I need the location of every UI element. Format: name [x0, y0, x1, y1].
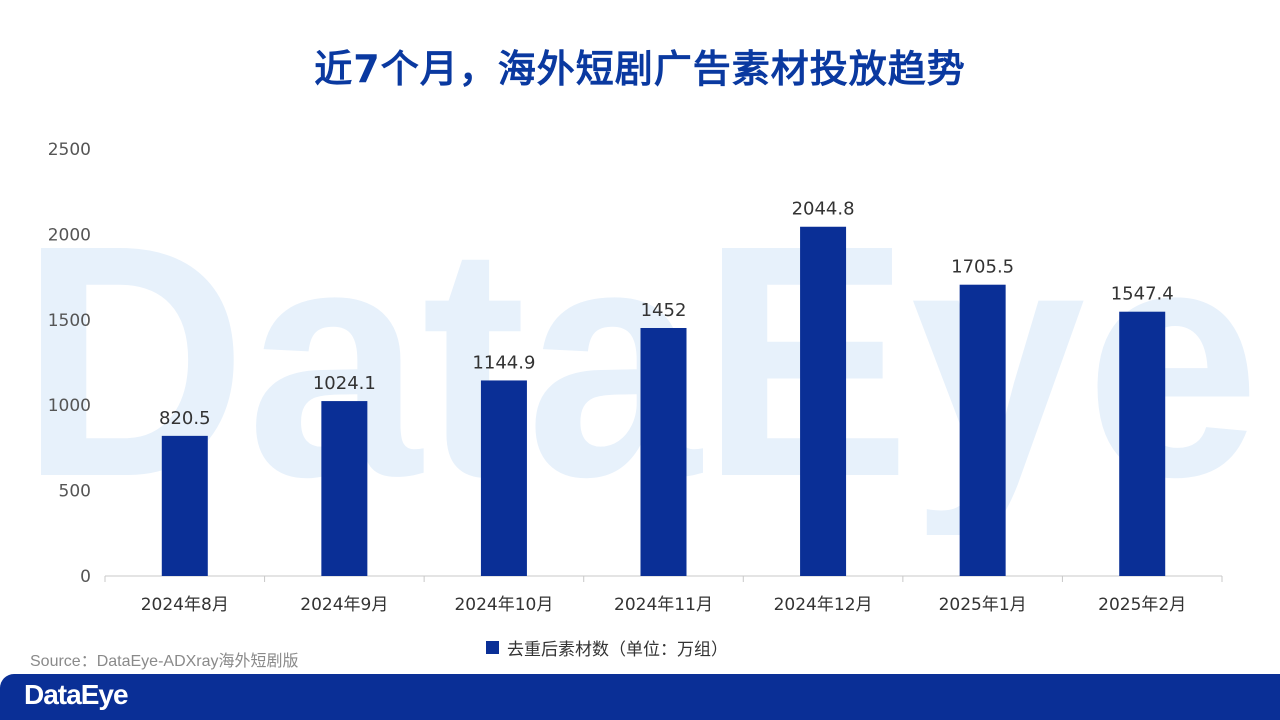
- x-tick-label: 2024年10月: [454, 595, 553, 615]
- x-tick-label: 2024年8月: [141, 595, 229, 615]
- bar: [480, 380, 527, 576]
- source-note: Source：DataEye-ADXray海外短剧版: [30, 653, 299, 670]
- x-tick-label: 2025年2月: [1098, 595, 1186, 615]
- chart-title: 近7个月，海外短剧广告素材投放趋势: [314, 47, 966, 91]
- bar: [800, 226, 847, 576]
- data-label: 820.5: [159, 408, 211, 429]
- data-label: 1705.5: [951, 257, 1014, 278]
- legend-label: 去重后素材数（单位：万组）: [507, 640, 728, 660]
- legend: 去重后素材数（单位：万组）: [486, 635, 728, 660]
- data-label: 1024.1: [313, 373, 376, 394]
- data-label: 1547.4: [1111, 284, 1174, 305]
- bar: [959, 284, 1006, 576]
- bar: [640, 327, 687, 576]
- y-tick-label: 1500: [48, 311, 91, 331]
- bar: [321, 401, 368, 576]
- y-tick-label: 1000: [48, 396, 91, 416]
- data-label: 1452: [641, 300, 687, 321]
- data-label: 2044.8: [792, 199, 855, 220]
- x-tick-label: 2025年1月: [939, 595, 1027, 615]
- footer-logo: DataEye: [24, 679, 129, 710]
- footer-bar: DataEye: [0, 674, 1280, 720]
- x-tick-label: 2024年12月: [774, 595, 873, 615]
- y-tick-label: 2500: [48, 140, 91, 160]
- y-tick-label: 500: [59, 482, 91, 502]
- x-tick-label: 2024年11月: [614, 595, 713, 615]
- data-label: 1144.9: [472, 352, 535, 373]
- x-tick-label: 2024年9月: [300, 595, 388, 615]
- y-tick-label: 2000: [48, 225, 91, 245]
- legend-swatch: [486, 641, 499, 654]
- bar: [1119, 311, 1166, 576]
- y-tick-label: 0: [80, 567, 91, 587]
- bar: [161, 435, 208, 576]
